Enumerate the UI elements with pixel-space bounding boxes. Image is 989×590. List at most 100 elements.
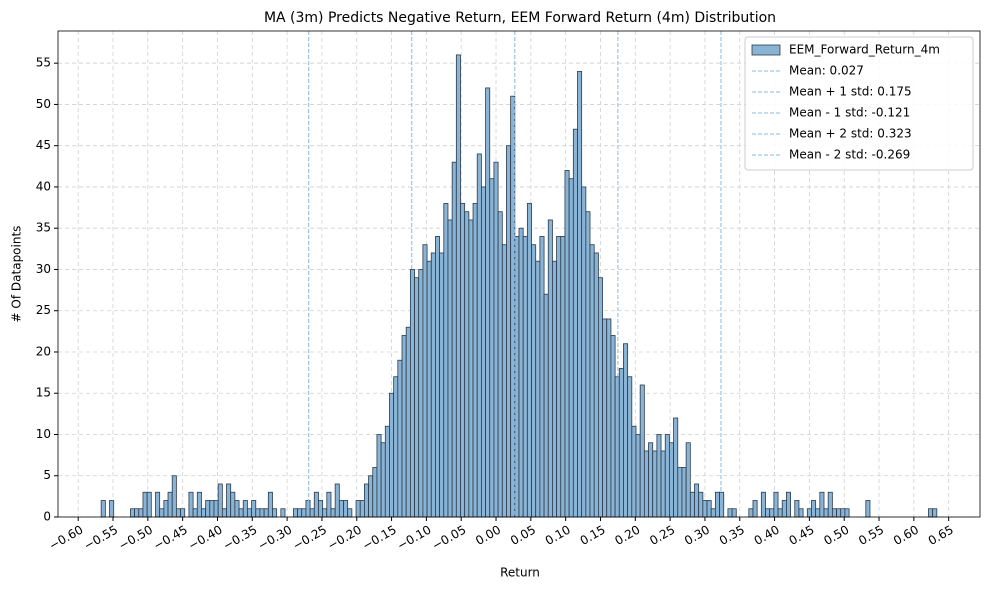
bar — [422, 244, 428, 518]
bar — [710, 508, 716, 518]
x-tick-label: −0.10 — [395, 523, 434, 554]
bar — [430, 252, 436, 518]
bar — [305, 500, 311, 518]
x-tick-label: 0.15 — [578, 523, 608, 548]
bar — [267, 491, 273, 518]
bar — [221, 508, 227, 518]
bar — [297, 508, 303, 518]
bar — [318, 500, 324, 518]
legend-label: Mean - 2 std: -0.269 — [789, 148, 910, 162]
bar — [593, 252, 599, 518]
bar — [159, 508, 165, 518]
bar — [142, 491, 148, 518]
bar — [322, 508, 328, 518]
bar — [748, 508, 754, 518]
bar — [188, 491, 194, 518]
bar — [543, 293, 549, 518]
bar — [171, 475, 177, 518]
bar — [180, 508, 186, 518]
bar — [196, 491, 202, 518]
bar — [226, 483, 232, 518]
bar — [635, 434, 641, 518]
x-tick-label: −0.40 — [186, 523, 225, 554]
x-tick-label: 0.25 — [647, 523, 677, 548]
x-tick-label: 0.35 — [717, 523, 747, 548]
bar — [230, 491, 236, 518]
bar — [777, 508, 783, 518]
bar — [259, 508, 265, 518]
y-axis-label: # Of Datapoints — [10, 226, 24, 323]
y-tick-label: 20 — [36, 344, 51, 358]
bar — [798, 508, 804, 518]
bar — [334, 483, 340, 518]
bar — [706, 500, 712, 518]
x-tick-label: 0.65 — [926, 523, 956, 548]
bar — [652, 450, 658, 518]
bar — [234, 500, 240, 518]
bar — [560, 236, 566, 518]
bar — [464, 211, 470, 518]
bar — [522, 236, 528, 518]
bar — [485, 87, 491, 518]
x-tick-label: 0.45 — [786, 523, 816, 548]
bar — [376, 434, 382, 518]
legend-box — [744, 36, 974, 171]
bar — [480, 186, 486, 518]
bar — [343, 500, 349, 518]
bar — [786, 491, 791, 518]
bar — [781, 500, 787, 518]
bar — [238, 508, 244, 518]
x-tick-label: −0.20 — [325, 523, 364, 554]
bar — [368, 475, 374, 518]
bar — [660, 450, 666, 518]
bar — [455, 54, 461, 518]
bar — [531, 244, 537, 518]
bar — [397, 359, 403, 518]
bar — [865, 500, 871, 518]
bar — [389, 392, 395, 518]
bar — [472, 203, 478, 518]
bar — [163, 500, 169, 518]
bar — [932, 508, 938, 518]
bar — [539, 236, 545, 518]
bar — [272, 508, 278, 518]
x-tick-label: 0.05 — [508, 523, 538, 548]
bar — [401, 335, 407, 518]
y-tick-label: 5 — [43, 468, 51, 482]
bar — [192, 508, 198, 518]
bar — [727, 508, 733, 518]
bar — [648, 442, 654, 518]
bar — [301, 508, 307, 518]
bar — [694, 483, 700, 518]
bar — [451, 161, 457, 518]
x-tick-label: 0.10 — [543, 523, 573, 548]
bar — [476, 153, 482, 518]
bar — [556, 236, 562, 518]
bar — [719, 491, 725, 518]
bar — [535, 260, 541, 518]
y-tick-label: 0 — [43, 510, 51, 524]
bar — [698, 491, 704, 518]
bar — [639, 384, 645, 518]
bar — [623, 343, 629, 518]
bar — [326, 491, 332, 518]
bar — [393, 376, 399, 518]
x-tick-label: −0.25 — [290, 523, 329, 554]
bar — [372, 467, 378, 518]
bar — [589, 244, 595, 518]
bar — [769, 508, 775, 518]
legend-swatch — [751, 44, 781, 56]
bar — [493, 161, 499, 518]
bar — [439, 252, 445, 518]
bar — [138, 508, 144, 518]
plot-frame — [57, 30, 981, 518]
bar — [510, 95, 516, 518]
y-tick-label: 40 — [36, 179, 51, 193]
bar — [338, 500, 344, 518]
bar — [614, 376, 620, 518]
bar — [292, 508, 298, 518]
bar — [572, 128, 578, 518]
bar — [714, 491, 720, 518]
bar — [460, 203, 466, 518]
x-tick-label: −0.15 — [360, 523, 399, 554]
